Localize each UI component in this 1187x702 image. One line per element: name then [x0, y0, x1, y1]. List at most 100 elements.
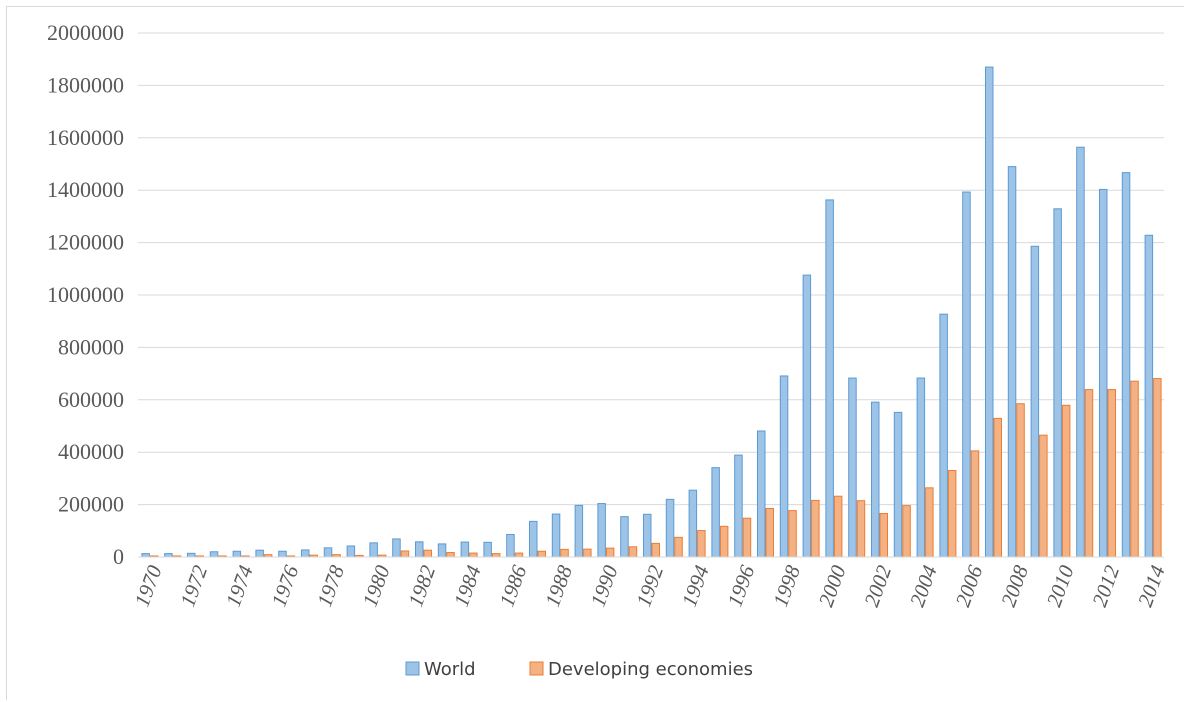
bar-developing-2014 — [1153, 378, 1162, 558]
bar-world-1999 — [802, 274, 812, 558]
bar-developing-1994 — [697, 530, 706, 558]
bar-world-2004 — [916, 377, 926, 558]
y-tick-label: 800000 — [58, 334, 124, 359]
bar-world-2012 — [1099, 188, 1108, 558]
y-tick-label: 1000000 — [47, 282, 124, 307]
bar-world-1984 — [460, 541, 470, 558]
bar-world-1988 — [551, 513, 561, 558]
x-tick-label: 1980 — [358, 562, 395, 610]
bar-developing-1998 — [788, 510, 797, 558]
x-tick-label: 1988 — [540, 562, 577, 610]
x-tick-label: 2002 — [859, 562, 896, 610]
bar-world-2013 — [1121, 172, 1131, 558]
y-tick-label: 600000 — [58, 387, 124, 412]
bar-developing-2001 — [856, 500, 866, 558]
y-tick-label: 1200000 — [47, 230, 124, 255]
bar-world-2007 — [985, 66, 994, 558]
y-tick-label: 1400000 — [47, 177, 124, 202]
bar-world-1986 — [506, 533, 515, 558]
bar-developing-2008 — [1016, 403, 1025, 558]
bar-developing-1986 — [514, 552, 524, 558]
bar-developing-1995 — [719, 525, 729, 558]
bar-developing-1996 — [742, 517, 752, 558]
x-tick-label: 1970 — [130, 562, 167, 610]
bar-developing-2006 — [970, 450, 980, 558]
bar-world-1996 — [734, 454, 743, 558]
bar-world-1987 — [529, 520, 538, 558]
x-tick-label: 1976 — [267, 562, 304, 610]
bar-world-2006 — [962, 191, 971, 558]
x-tick-label: 1992 — [631, 562, 668, 610]
bar-world-2003 — [893, 411, 903, 558]
bar-developing-1987 — [537, 550, 546, 558]
bar-world-2009 — [1030, 245, 1040, 558]
x-tick-label: 1986 — [495, 562, 532, 610]
bar-world-2002 — [871, 401, 880, 558]
x-tick-label: 1990 — [586, 562, 623, 610]
bar-developing-1983 — [446, 552, 455, 558]
x-tick-label: 2014 — [1133, 562, 1170, 610]
chart-frame — [6, 6, 1184, 700]
bar-developing-1988 — [560, 548, 569, 558]
x-tick-label: 1994 — [677, 562, 714, 610]
bar-world-1979 — [346, 545, 356, 558]
x-tick-label: 1998 — [768, 562, 805, 610]
bar-developing-1993 — [674, 536, 683, 558]
bar-world-1970 — [141, 553, 150, 558]
bar-world-1994 — [688, 489, 698, 558]
bar-world-2011 — [1076, 146, 1085, 558]
bar-developing-2009 — [1039, 434, 1048, 558]
bar-world-2014 — [1144, 234, 1154, 558]
bars — [141, 66, 1162, 558]
bar-world-1982 — [415, 541, 424, 558]
y-tick-label: 400000 — [58, 439, 124, 464]
bar-world-1971 — [164, 553, 173, 558]
bar-developing-2000 — [833, 495, 843, 558]
bar-developing-1999 — [811, 499, 820, 558]
bar-world-1975 — [255, 549, 264, 558]
x-tick-label: 1978 — [312, 562, 349, 610]
y-axis-tick-labels: 0 200000 400000 600000 800000 1000000 1200000 1… — [47, 20, 124, 569]
bar-developing-2012 — [1107, 389, 1116, 558]
bar-developing-1982 — [423, 549, 432, 558]
bar-developing-2013 — [1130, 380, 1139, 558]
x-tick-label: 1972 — [175, 562, 212, 610]
bar-world-1993 — [665, 498, 675, 558]
bar-world-1973 — [209, 551, 219, 558]
x-tick-label: 2000 — [814, 562, 851, 610]
bar-world-1972 — [187, 552, 196, 558]
bar-world-1992 — [643, 513, 652, 558]
bar-developing-1981 — [400, 550, 410, 558]
bar-world-1997 — [757, 430, 766, 558]
bar-world-2005 — [939, 313, 948, 558]
bar-developing-1997 — [765, 508, 774, 558]
bar-world-1983 — [437, 543, 447, 558]
bar-world-1985 — [483, 541, 492, 558]
bar-developing-1984 — [469, 552, 478, 558]
y-tick-label: 2000000 — [47, 20, 124, 45]
bar-developing-1990 — [605, 547, 615, 558]
bar-developing-2010 — [1061, 404, 1071, 558]
bar-developing-2002 — [879, 513, 888, 558]
bar-world-1978 — [323, 547, 333, 558]
bar-world-1977 — [301, 549, 310, 558]
x-tick-label: 1996 — [723, 562, 760, 610]
x-tick-label: 1984 — [449, 562, 486, 610]
bar-world-1989 — [574, 504, 584, 558]
y-tick-label: 0 — [113, 544, 124, 569]
bar-world-1974 — [232, 550, 242, 558]
y-tick-label: 1600000 — [47, 125, 124, 150]
bar-world-1991 — [620, 516, 629, 558]
bar-world-1998 — [779, 375, 789, 558]
bar-world-2008 — [1007, 166, 1017, 558]
x-tick-label: 2010 — [1042, 562, 1079, 610]
bar-world-2001 — [848, 377, 857, 558]
bar-developing-1985 — [491, 553, 501, 558]
x-axis-tick-labels: 1970 1972 1974 1976 1978 1980 1982 1984 1986 1988… — [130, 562, 1170, 610]
bar-developing-1991 — [628, 546, 638, 558]
x-tick-label: 2012 — [1087, 562, 1124, 610]
legend-label-0: World — [424, 659, 476, 680]
bar-world-1995 — [711, 467, 720, 558]
legend-swatch-1 — [529, 661, 544, 676]
